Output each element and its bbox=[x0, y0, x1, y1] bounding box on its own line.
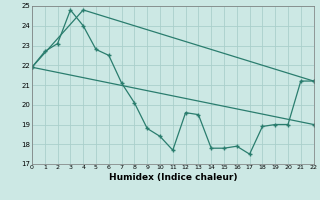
X-axis label: Humidex (Indice chaleur): Humidex (Indice chaleur) bbox=[108, 173, 237, 182]
